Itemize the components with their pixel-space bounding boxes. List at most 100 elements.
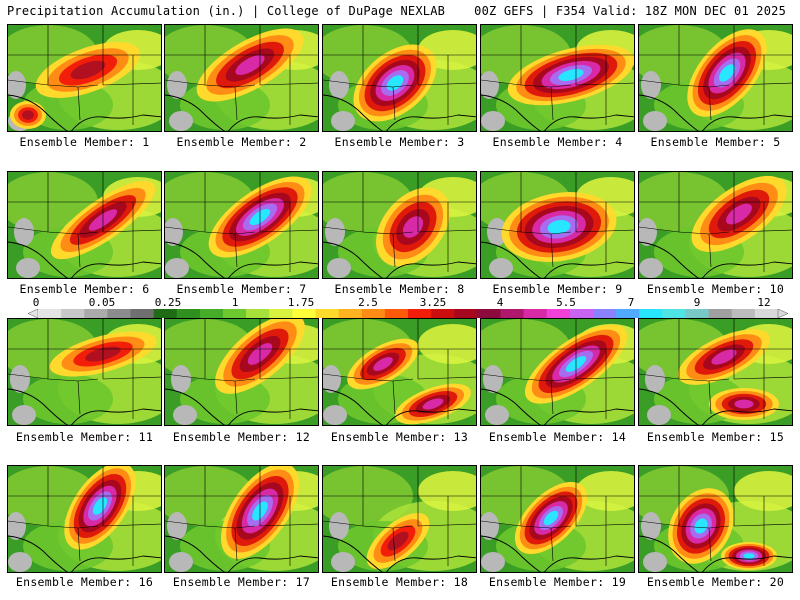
state-boundary [392,527,396,562]
state-boundary [708,233,712,268]
state-boundary [323,226,364,233]
ensemble-member-label: Ensemble Member: 1 [19,135,150,149]
colorbar-swatch [384,309,409,318]
colorbar-swatch [454,309,478,318]
ensemble-member-label: Ensemble Member: 18 [330,575,469,589]
ensemble-member-label: Ensemble Member: 5 [650,135,781,149]
dry-area [10,365,30,393]
coastline [165,241,318,278]
state-boundary [639,373,680,380]
coastline [481,388,634,425]
state-boundary [165,373,206,380]
ensemble-member-map [638,465,793,573]
coastline [481,535,634,572]
ensemble-member-map [7,465,162,573]
dry-area [481,552,505,572]
state-boundary [708,527,712,562]
state-boundary [392,86,396,121]
precip-field [418,471,476,511]
precip-contour [726,203,752,225]
coastline [165,388,318,425]
state-boundary [77,527,81,562]
colorbar-swatch [408,309,432,318]
colorbar-swatch [500,309,524,318]
coastline [8,94,161,131]
ensemble-member-map [7,171,162,279]
coastline [481,94,634,131]
precip-field [734,471,792,511]
dry-area [325,218,345,246]
state-boundary [639,520,680,527]
colorbar-tick-label: 3.25 [419,296,447,309]
ensemble-member-label: Ensemble Member: 16 [15,575,154,589]
state-boundary [362,496,414,529]
coastline [639,535,792,572]
state-boundary [204,496,256,529]
precip-contour [719,64,735,82]
colorbar-swatch [639,309,663,318]
dry-area [171,365,191,393]
dry-area [169,111,193,131]
ensemble-member-map [638,318,793,426]
colorbar-tick-label: 4 [496,296,504,309]
ensemble-member-label: Ensemble Member: 20 [646,575,785,589]
state-boundary [708,380,712,415]
dry-area [16,258,40,278]
ensemble-member-map [164,24,319,132]
coastline [323,94,476,131]
ensemble-member-label: Ensemble Member: 7 [176,282,307,296]
colorbar-swatch [176,309,201,318]
coastline [165,94,318,131]
state-boundary [47,349,99,382]
state-boundary [481,226,522,233]
precip-contour [711,349,737,365]
state-boundary [77,86,81,121]
colorbar-swatch [61,309,85,318]
run-valid-time: 00Z GEFS | F354 Valid: 18Z MON DEC 01 20… [474,4,786,18]
ensemble-member-label: Ensemble Member: 15 [646,430,785,444]
dry-area [14,218,34,246]
colorbar-swatch [338,309,363,318]
ensemble-member-map [638,24,793,132]
precip-contour [743,553,755,559]
colorbar-swatch [546,309,571,318]
state-boundary [392,233,396,268]
state-boundary [323,79,364,86]
state-boundary [678,349,730,382]
colorbar-tick-label: 12 [757,296,771,309]
colorbar-tick-label: 5.5 [556,296,576,309]
ensemble-member-map [164,465,319,573]
dry-area [12,405,36,425]
dry-area [169,552,193,572]
ensemble-member-map [322,318,477,426]
precip-contour [22,110,34,120]
colorbar-swatch [662,309,686,318]
dry-area [8,552,32,572]
coastline [323,535,476,572]
ensemble-member-label: Ensemble Member: 19 [488,575,627,589]
ensemble-member-map [322,24,477,132]
dry-area [489,258,513,278]
state-boundary [678,496,730,529]
colorbar-swatch [84,309,108,318]
colorbar-swatch [246,309,270,318]
ensemble-member-label: Ensemble Member: 6 [19,282,150,296]
coastline [323,241,476,278]
state-boundary [708,86,712,121]
dry-area [481,512,499,540]
ensemble-member-label: Ensemble Member: 9 [492,282,623,296]
ensemble-member-label: Ensemble Member: 12 [172,430,311,444]
color-scale-bar [28,309,788,318]
colorbar-swatch [361,309,386,318]
chart-title: Precipitation Accumulation (in.) | Colle… [7,4,446,18]
colorbar-swatch [569,309,594,318]
state-boundary [550,527,554,562]
colorbar-swatch [593,309,617,318]
state-boundary [639,226,680,233]
state-boundary [204,349,256,382]
state-boundary [520,55,572,88]
state-boundary [520,349,572,382]
dry-area [485,405,509,425]
colorbar-swatch [223,309,247,318]
coastline [8,535,161,572]
